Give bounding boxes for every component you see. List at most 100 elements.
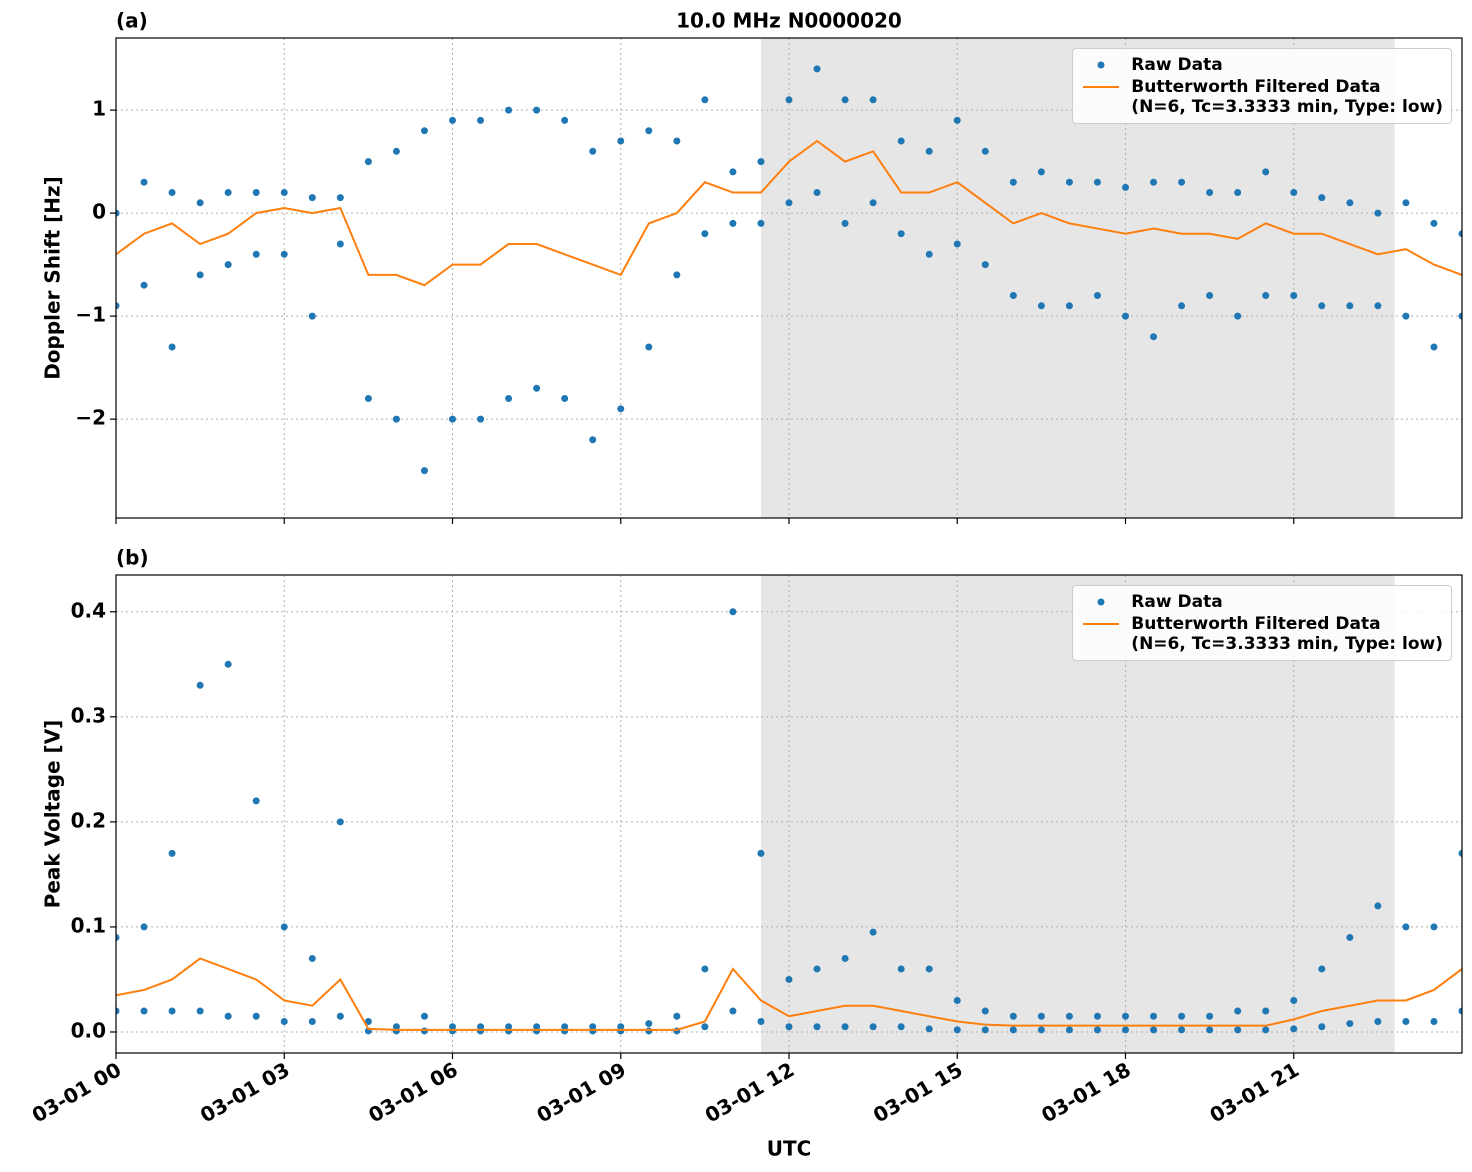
raw-point [1290, 292, 1298, 300]
y-tick-label: 0 [92, 200, 106, 224]
raw-point [168, 343, 176, 351]
raw-point [477, 415, 485, 423]
raw-point [785, 96, 793, 104]
raw-point [477, 116, 485, 124]
raw-point [1374, 209, 1382, 217]
raw-point [1093, 292, 1101, 300]
raw-point [280, 250, 288, 258]
raw-point [1234, 1007, 1242, 1015]
raw-point [1065, 1026, 1073, 1034]
raw-point [645, 343, 653, 351]
raw-point [1458, 312, 1462, 320]
raw-point [1150, 1026, 1158, 1034]
legend-entry: Raw Data [1081, 55, 1443, 75]
raw-point [1346, 199, 1354, 207]
raw-point [869, 1023, 877, 1031]
raw-point [1122, 183, 1129, 191]
raw-point [925, 250, 933, 258]
raw-point [1178, 1026, 1186, 1034]
raw-point [116, 933, 120, 941]
raw-point [336, 194, 344, 202]
raw-point [116, 1007, 120, 1015]
raw-point [841, 96, 849, 104]
chart-title: 10.0 MHz N0000020 [676, 9, 902, 33]
x-tick-label: 03-01 15 [869, 1057, 967, 1127]
raw-point [1150, 178, 1158, 186]
legend-marker [1097, 598, 1105, 606]
raw-point [252, 1012, 260, 1020]
raw-point [1206, 1012, 1214, 1020]
legend-key-icon [1097, 61, 1105, 69]
y-tick-label: −1 [75, 303, 106, 327]
legend-key-icon [1097, 598, 1105, 606]
legend-label: Raw Data [1131, 55, 1223, 75]
raw-point [1458, 1007, 1462, 1015]
raw-point [561, 395, 569, 403]
raw-point [1093, 178, 1101, 186]
raw-point [981, 147, 989, 155]
raw-point [1290, 189, 1298, 197]
raw-point [449, 116, 456, 124]
raw-point [1206, 189, 1214, 197]
raw-point [308, 312, 316, 320]
raw-point [589, 436, 597, 444]
raw-point [336, 1012, 344, 1020]
panel-label: (a) [116, 9, 148, 33]
y-tick-label: 0.2 [71, 808, 106, 832]
x-tick-label: 03-01 09 [532, 1057, 630, 1127]
raw-point [224, 660, 232, 668]
raw-point [1093, 1012, 1101, 1020]
raw-point [1262, 168, 1270, 176]
raw-point [1346, 933, 1354, 941]
raw-point [1374, 302, 1382, 310]
raw-point [280, 1017, 288, 1025]
raw-point [813, 189, 821, 197]
raw-point [673, 137, 681, 145]
raw-point [1009, 1012, 1017, 1020]
raw-point [925, 1025, 933, 1033]
raw-point [897, 137, 905, 145]
raw-point [1065, 178, 1073, 186]
raw-point [336, 240, 344, 248]
raw-point [196, 199, 204, 207]
raw-point [897, 230, 905, 238]
legend-key [1081, 592, 1121, 612]
raw-point [505, 395, 513, 403]
raw-point [1234, 189, 1242, 197]
raw-point [1178, 302, 1186, 310]
raw-point [813, 1023, 821, 1031]
raw-point [224, 1012, 232, 1020]
raw-point [1430, 219, 1438, 227]
raw-point [953, 996, 961, 1004]
legend-label: Raw Data [1131, 592, 1223, 612]
raw-point [420, 1012, 428, 1020]
raw-point [1402, 312, 1410, 320]
y-tick-label: 0.1 [71, 913, 106, 937]
raw-point [701, 96, 709, 104]
raw-point [1402, 923, 1410, 931]
legend-marker [1097, 61, 1105, 69]
raw-point [645, 127, 653, 135]
raw-point [196, 271, 204, 279]
raw-point [392, 1027, 400, 1035]
raw-point [280, 923, 288, 931]
raw-point [757, 158, 765, 166]
y-axis-label: Doppler Shift [Hz] [41, 176, 65, 380]
raw-point [869, 199, 877, 207]
raw-point [813, 965, 821, 973]
raw-point [1206, 1026, 1214, 1034]
raw-point [953, 116, 961, 124]
raw-point [308, 1017, 316, 1025]
raw-point [561, 1027, 569, 1035]
raw-point [1122, 1012, 1129, 1020]
legend-key [1081, 77, 1121, 97]
filtered-line [116, 957, 1462, 1031]
raw-point [1234, 1026, 1242, 1034]
raw-point [813, 65, 821, 73]
raw-point [645, 1020, 653, 1028]
legend-key [1081, 614, 1121, 634]
panel-label: (b) [116, 546, 149, 570]
raw-point [252, 797, 260, 805]
raw-point [1009, 292, 1017, 300]
